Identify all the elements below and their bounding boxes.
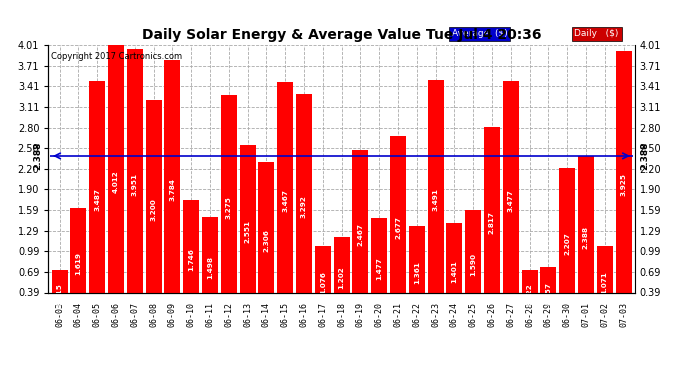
Text: 3.292: 3.292	[301, 195, 307, 218]
Bar	[258, 162, 275, 319]
Text: 2.388: 2.388	[33, 142, 43, 170]
Text: Average  ($): Average ($)	[451, 29, 507, 38]
Text: 1.746: 1.746	[188, 248, 194, 271]
Text: 2.388: 2.388	[641, 142, 650, 170]
Bar	[390, 136, 406, 319]
Bar	[296, 94, 312, 319]
Bar	[127, 49, 143, 319]
Text: 2.467: 2.467	[357, 224, 364, 246]
Text: 2.207: 2.207	[564, 232, 570, 255]
Bar	[183, 200, 199, 319]
Text: 1.361: 1.361	[414, 261, 420, 284]
Bar	[578, 156, 594, 319]
Bar	[371, 218, 387, 319]
Bar	[221, 95, 237, 319]
Text: 2.306: 2.306	[264, 229, 269, 252]
Bar	[615, 51, 631, 319]
Bar	[465, 210, 481, 319]
Bar	[333, 237, 350, 319]
Title: Daily Solar Energy & Average Value Tue Jul 4 20:36: Daily Solar Energy & Average Value Tue J…	[142, 28, 541, 42]
Bar	[277, 82, 293, 319]
Text: 3.951: 3.951	[132, 172, 138, 196]
Text: 0.722: 0.722	[526, 283, 533, 306]
Bar	[89, 81, 105, 319]
Text: 3.477: 3.477	[508, 189, 514, 211]
Bar	[503, 81, 519, 319]
Text: 1.619: 1.619	[75, 252, 81, 275]
Text: 0.757: 0.757	[545, 282, 551, 305]
Bar	[446, 224, 462, 319]
Text: 1.076: 1.076	[319, 271, 326, 294]
Text: 3.487: 3.487	[94, 189, 100, 211]
Bar	[108, 45, 124, 319]
Text: 1.071: 1.071	[602, 271, 608, 294]
Text: 3.200: 3.200	[150, 198, 157, 221]
Bar	[559, 168, 575, 319]
Bar	[408, 226, 425, 319]
Text: 3.467: 3.467	[282, 189, 288, 212]
Bar	[202, 217, 218, 319]
Bar	[484, 127, 500, 319]
Text: 1.498: 1.498	[207, 256, 213, 279]
Text: 1.477: 1.477	[376, 257, 382, 280]
Text: 4.012: 4.012	[113, 171, 119, 194]
Text: 2.388: 2.388	[583, 226, 589, 249]
Bar	[522, 270, 538, 319]
Text: 0.715: 0.715	[57, 283, 63, 306]
Text: 2.817: 2.817	[489, 211, 495, 234]
Text: 3.275: 3.275	[226, 196, 232, 219]
Bar	[353, 150, 368, 319]
Text: Daily   ($): Daily ($)	[575, 29, 619, 38]
Text: 2.677: 2.677	[395, 216, 401, 239]
Text: 3.925: 3.925	[620, 174, 627, 196]
Bar	[540, 267, 556, 319]
Text: Copyright 2017 Cartronics.com: Copyright 2017 Cartronics.com	[51, 53, 182, 62]
Bar	[597, 246, 613, 319]
Text: 3.784: 3.784	[169, 178, 175, 201]
Text: 1.590: 1.590	[470, 253, 476, 276]
Bar	[164, 60, 180, 319]
Text: 2.551: 2.551	[244, 220, 250, 243]
Text: 1.401: 1.401	[451, 260, 457, 283]
Text: 1.202: 1.202	[339, 267, 344, 290]
Bar	[315, 246, 331, 319]
Bar	[146, 100, 161, 319]
Text: 3.491: 3.491	[433, 188, 439, 211]
Bar	[70, 209, 86, 319]
Bar	[239, 145, 255, 319]
Bar	[52, 270, 68, 319]
Bar	[428, 81, 444, 319]
